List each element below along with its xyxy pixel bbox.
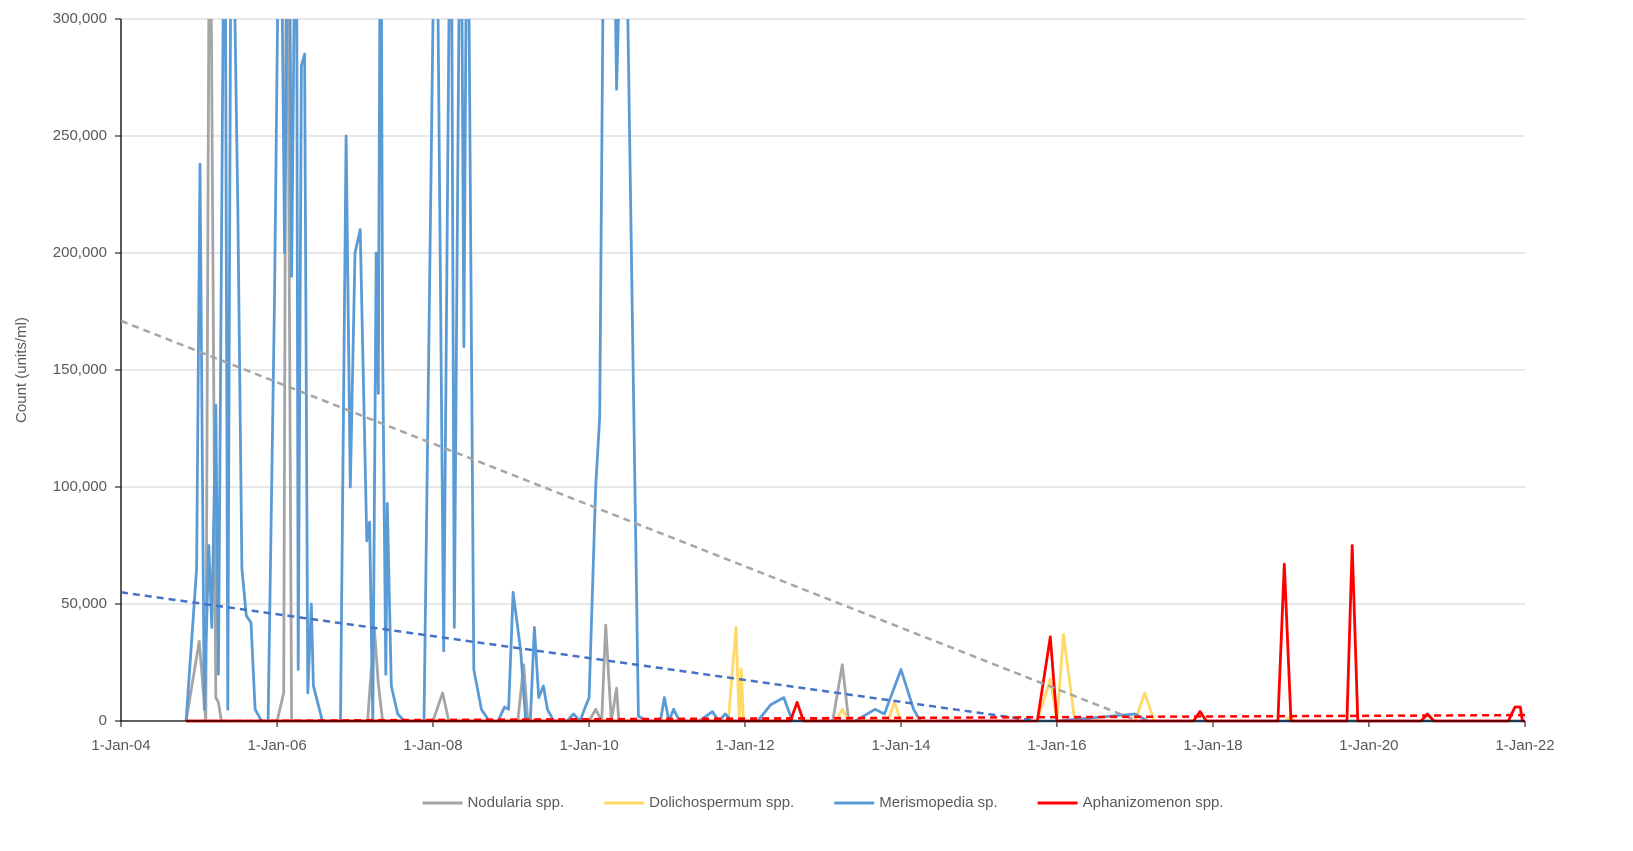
legend-label: Dolichospermum spp. bbox=[649, 794, 794, 811]
series-line bbox=[184, 19, 1525, 723]
y-tick-label: 200,000 bbox=[53, 244, 107, 261]
x-tick-label: 1-Jan-04 bbox=[91, 737, 150, 754]
y-tick-label: 0 bbox=[99, 712, 107, 729]
x-tick-label: 1-Jan-10 bbox=[559, 737, 618, 754]
plot-area bbox=[121, 19, 1526, 723]
x-tick-label: 1-Jan-08 bbox=[403, 737, 462, 754]
y-tick-label: 100,000 bbox=[53, 478, 107, 495]
legend-label: Nodularia spp. bbox=[467, 794, 564, 811]
x-tick-label: 1-Jan-20 bbox=[1339, 737, 1398, 754]
series-line bbox=[184, 19, 1525, 723]
x-tick-label: 1-Jan-12 bbox=[715, 737, 774, 754]
x-tick-label: 1-Jan-06 bbox=[247, 737, 306, 754]
y-tick-label: 50,000 bbox=[61, 595, 107, 612]
trend-line bbox=[121, 319, 1139, 723]
y-tick-label: 150,000 bbox=[53, 361, 107, 378]
x-tick-label: 1-Jan-18 bbox=[1183, 737, 1242, 754]
x-tick-label: 1-Jan-22 bbox=[1495, 737, 1554, 754]
y-axis-label: Count (units/ml) bbox=[13, 317, 30, 423]
y-tick-label: 300,000 bbox=[53, 10, 107, 27]
legend-label: Aphanizomenon spp. bbox=[1083, 794, 1224, 811]
trend-line bbox=[121, 591, 1038, 723]
x-tick-label: 1-Jan-14 bbox=[871, 737, 930, 754]
legend-label: Merismopedia sp. bbox=[879, 794, 997, 811]
y-tick-label: 250,000 bbox=[53, 127, 107, 144]
x-tick-label: 1-Jan-16 bbox=[1027, 737, 1086, 754]
